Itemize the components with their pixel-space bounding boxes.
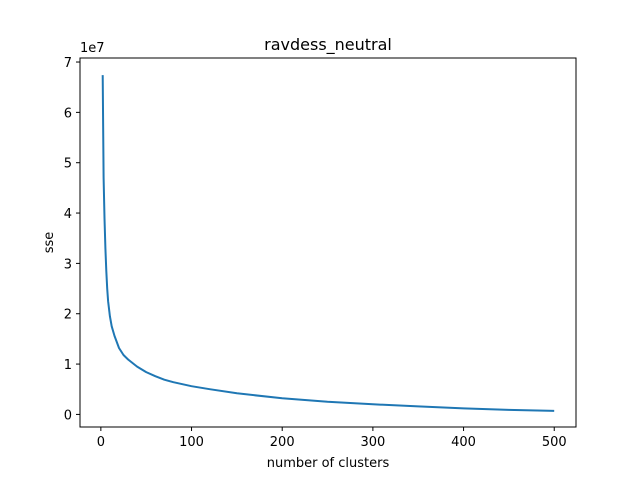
y-tick-label: 5: [64, 157, 72, 172]
plot-frame: [79, 57, 577, 428]
x-tick-label: 0: [97, 435, 105, 450]
series-line-0: [101, 75, 555, 412]
x-tick-label: 300: [360, 435, 385, 450]
y-tick-label: 4: [64, 207, 72, 222]
y-tick-label: 1: [64, 358, 72, 373]
plot-area: [101, 75, 555, 412]
y-axis-label: sse: [42, 232, 57, 254]
x-axis-label: number of clusters: [267, 456, 390, 471]
y-tick-label: 2: [64, 308, 72, 323]
x-tick-label: 400: [451, 435, 476, 450]
y-tick-label: 0: [64, 408, 72, 423]
x-tick-label: 100: [179, 435, 204, 450]
x-axis: 0 100 200 300 400 500: [97, 427, 567, 450]
x-tick-label: 500: [542, 435, 567, 450]
y-tick-label: 6: [64, 106, 72, 121]
x-tick-label: 200: [270, 435, 295, 450]
chart-title: ravdess_neutral: [264, 35, 392, 55]
y-offset-label: 1e7: [80, 41, 105, 56]
y-axis: 0 1 2 3 4 5 6 7: [64, 56, 80, 423]
y-tick-label: 3: [64, 257, 72, 272]
y-tick-label: 7: [64, 56, 72, 71]
